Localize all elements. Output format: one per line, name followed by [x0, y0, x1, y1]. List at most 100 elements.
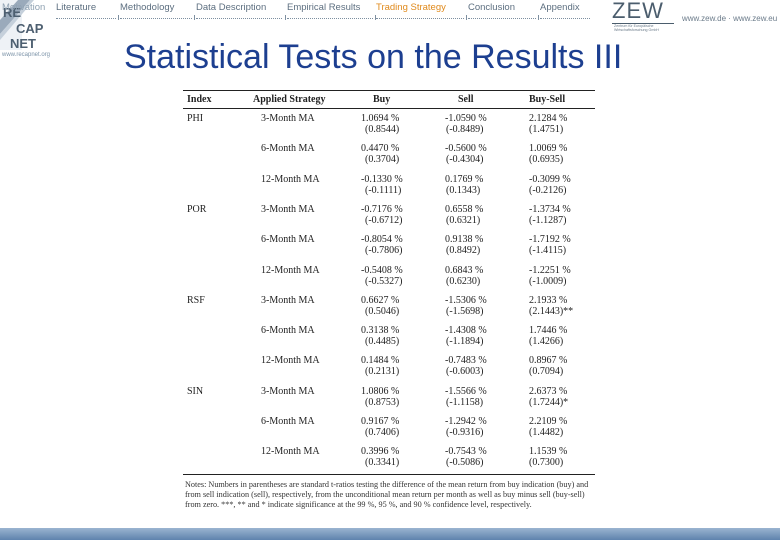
cell-index: SIN [187, 385, 204, 397]
cell-sell: -1.0590 % [445, 113, 487, 124]
table-notes: Notes: Numbers in parentheses are standa… [185, 480, 589, 510]
nav-item-literature[interactable]: Literature [56, 2, 97, 13]
cell-sell: -1.5566 % [445, 385, 487, 397]
cell-buy-sell: -1.2251 % [529, 264, 571, 276]
nav-progress-empirical-results [287, 18, 373, 19]
cell-sell-tratio: (-0.8489) [446, 124, 484, 135]
zew-logo-subtitle: Zentrum für Europäische Wirtschaftsforsc… [614, 24, 659, 32]
cell-buy: 0.9167 % [361, 416, 400, 427]
cell-buy-sell: 1.1539 % [529, 446, 568, 458]
nav-progress-literature [56, 18, 116, 19]
cell-buy: 0.3996 % [361, 446, 400, 458]
cell-buy-sell: 1.7446 % [529, 325, 568, 337]
cell-sell: -0.7543 % [445, 446, 487, 458]
cell-sell: 0.9138 % [445, 234, 484, 246]
top-navigation: Motivation Literature Methodology Data D… [0, 0, 600, 22]
cell-strategy: 3-Month MA [261, 203, 315, 215]
cell-index: PHI [187, 113, 204, 124]
nav-divider [538, 15, 539, 20]
cell-buy: -0.7176 % [361, 203, 403, 215]
cell-strategy: 6-Month MA [261, 416, 315, 427]
nav-item-data-description[interactable]: Data Description [196, 2, 267, 13]
cell-strategy: 6-Month MA [261, 234, 315, 246]
cell-sell: -1.2942 % [445, 416, 487, 427]
cell-buy-sell: -1.3734 % [529, 203, 571, 215]
cell-buy-tratio: (-0.7806) [365, 245, 403, 257]
cell-buy: -0.8054 % [361, 234, 403, 246]
header-index: Index [187, 94, 212, 105]
cell-strategy: 3-Month MA [261, 294, 315, 306]
cell-buy-sell-tratio: (0.6935) [529, 154, 564, 166]
nav-divider [118, 15, 119, 20]
cell-buy-sell-tratio: (-1.1287) [529, 214, 567, 226]
cell-index: POR [187, 203, 207, 215]
svg-text:NET: NET [10, 36, 36, 51]
header-applied-strategy: Applied Strategy [253, 94, 326, 105]
cell-sell: 0.1769 % [445, 173, 484, 185]
nav-progress-data-description [196, 18, 282, 19]
cell-sell-tratio: (0.6230) [446, 275, 481, 287]
cell-sell-tratio: (0.8492) [446, 245, 481, 257]
nav-item-conclusion[interactable]: Conclusion [468, 2, 515, 13]
cell-buy: 1.0694 % [361, 113, 400, 124]
nav-item-empirical-results[interactable]: Empirical Results [287, 2, 361, 13]
table-top-rule [183, 90, 595, 91]
cell-buy-sell: 0.8967 % [529, 355, 568, 367]
nav-divider [466, 15, 467, 20]
nav-divider [375, 15, 376, 20]
slide-title: Statistical Tests on the Results III [124, 38, 623, 76]
cell-sell: -1.5306 % [445, 294, 487, 306]
cell-sell-tratio: (-1.5698) [446, 305, 484, 317]
cell-sell-tratio: (-1.1158) [446, 396, 484, 408]
svg-text:CAP: CAP [16, 21, 44, 36]
cell-buy-sell-tratio: (1.4266) [529, 336, 564, 348]
header-sell: Sell [458, 94, 474, 105]
cell-buy-tratio: (0.8544) [365, 124, 400, 135]
cell-sell-tratio: (-1.1894) [446, 336, 484, 348]
cell-buy: -0.1330 % [361, 173, 403, 185]
header-buy: Buy [373, 94, 391, 105]
cell-sell: -1.4308 % [445, 325, 487, 337]
cell-strategy: 12-Month MA [261, 355, 320, 367]
nav-progress-conclusion [468, 18, 536, 19]
nav-item-methodology[interactable]: Methodology [120, 2, 175, 13]
cell-buy: -0.5408 % [361, 264, 403, 276]
nav-divider [194, 15, 195, 20]
cell-sell: -0.7483 % [445, 355, 487, 367]
cell-sell: 0.6558 % [445, 203, 484, 215]
cell-buy-tratio: (0.4485) [365, 336, 400, 348]
nav-item-motivation[interactable]: Motivation [2, 2, 46, 13]
cell-buy-sell: 2.1933 % [529, 294, 568, 306]
zew-logo-word: ZEW [612, 0, 664, 23]
nav-progress-trading-strategy [376, 18, 464, 19]
cell-buy-sell: 2.6373 % [529, 385, 568, 397]
cell-buy-sell-tratio: (0.7300) [529, 457, 564, 469]
table-bottom-rule [183, 474, 595, 475]
cell-buy-sell: 1.0069 % [529, 143, 568, 155]
cell-buy-tratio: (0.8753) [365, 396, 400, 408]
cell-buy-tratio: (-0.1111) [365, 184, 402, 196]
recapnet-url: www.recapnet.org [2, 52, 51, 58]
results-table: Index Applied Strategy Buy Sell Buy-Sell… [183, 90, 595, 522]
table-header-rule [183, 108, 595, 109]
nav-item-appendix[interactable]: Appendix [540, 2, 580, 13]
nav-divider [285, 15, 286, 20]
recapnet-logo: RE CAP NET www.recapnet.org [0, 0, 56, 62]
cell-buy-sell-tratio: (-1.0009) [529, 275, 567, 287]
cell-strategy: 12-Month MA [261, 264, 320, 276]
header-buy-sell: Buy-Sell [529, 94, 566, 105]
cell-buy-sell-tratio: (1.4751) [529, 124, 564, 135]
cell-buy-tratio: (0.3704) [365, 154, 400, 166]
zew-logo-rule [612, 23, 674, 24]
cell-sell-tratio: (0.6321) [446, 214, 481, 226]
cell-strategy: 6-Month MA [261, 143, 315, 155]
nav-progress-appendix [540, 18, 590, 19]
nav-item-trading-strategy[interactable]: Trading Strategy [376, 2, 446, 13]
cell-index: RSF [187, 294, 205, 306]
zew-logo: ZEW Zentrum für Europäische Wirtschaftsf… [612, 0, 678, 32]
cell-buy-sell-tratio: (0.7094) [529, 366, 564, 378]
cell-sell-tratio: (0.1343) [446, 184, 481, 196]
cell-buy-sell: 2.1284 % [529, 113, 568, 124]
cell-buy-tratio: (-0.6712) [365, 214, 403, 226]
cell-strategy: 6-Month MA [261, 325, 315, 337]
